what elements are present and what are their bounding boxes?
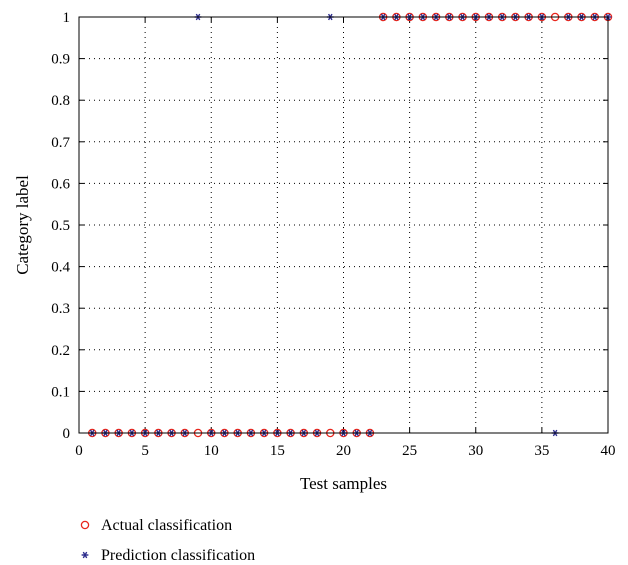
y-tick-label: 0.8 [51,93,70,109]
x-tick-label: 10 [204,443,219,459]
y-tick-label: 0.7 [51,135,70,151]
y-tick-label: 0.9 [51,52,70,68]
x-tick-label: 20 [336,443,351,459]
y-tick-label: 0 [63,426,71,442]
x-tick-label: 30 [468,443,483,459]
plot-frame [78,16,609,434]
legend-prediction-marker [81,551,89,559]
y-tick-label: 0.5 [51,218,70,234]
legend-actual-marker [80,520,90,530]
x-tick-label: 25 [402,443,417,459]
x-tick-label: 5 [141,443,149,459]
x-tick-label: 15 [270,443,285,459]
y-axis-label: Category label [13,175,32,275]
x-tick-label: 40 [601,443,616,459]
legend-actual-label: Actual classification [101,517,232,534]
x-axis-label: Test samples [300,474,387,493]
data-marks [87,12,613,438]
y-tick-label: 1 [63,10,71,26]
x-tick-label: 0 [75,443,83,459]
y-tick-label: 0.1 [51,384,70,400]
y-tick-label: 0.2 [51,343,70,359]
y-tick-label: 0.6 [51,176,70,192]
y-ticks: 0 0.1 0.2 0.3 0.4 0.5 0.6 0.7 0.8 0.9 1 [51,10,608,442]
legend-prediction-label: Prediction classification [101,547,255,564]
x-ticks: 0 5 10 15 20 25 30 35 40 [75,17,616,459]
grid [79,17,608,433]
legend: Actual classification Prediction classif… [80,517,255,564]
y-tick-label: 0.3 [51,301,70,317]
y-tick-label: 0.4 [51,260,70,276]
x-tick-label: 35 [534,443,549,459]
legend-star [81,551,89,559]
